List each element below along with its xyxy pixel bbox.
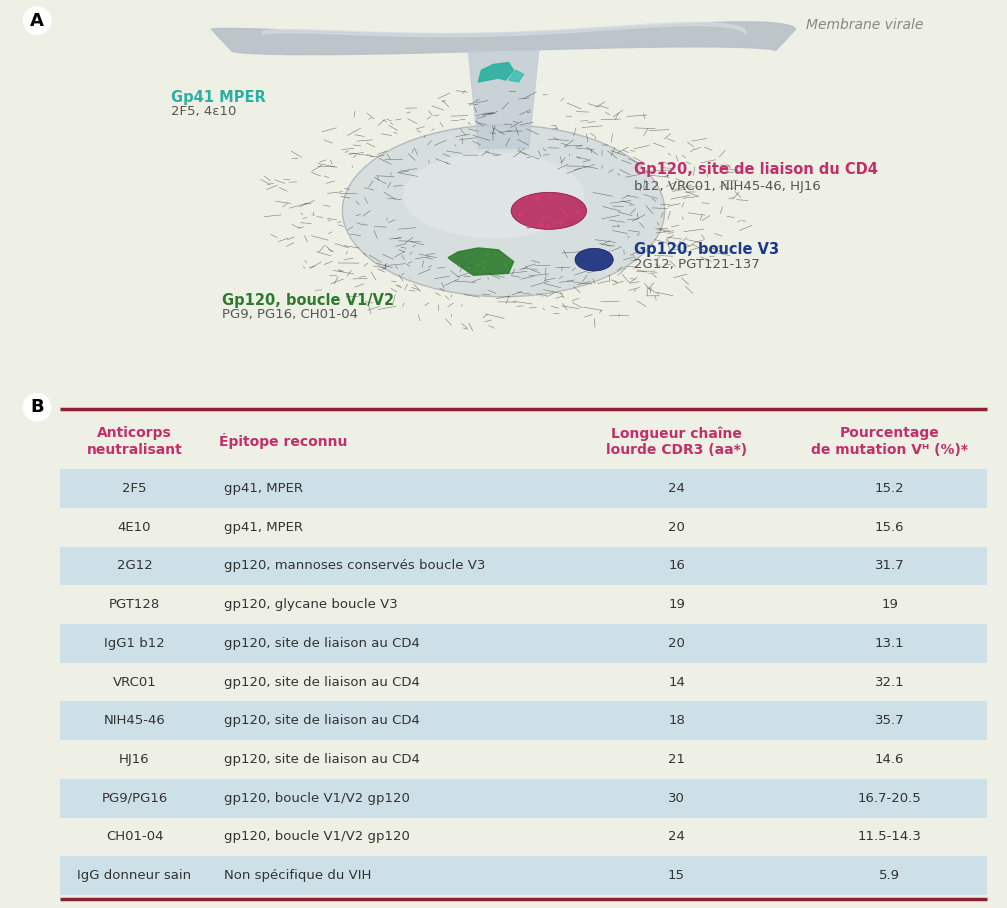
- Text: 24: 24: [668, 482, 685, 495]
- Bar: [60, 856, 987, 895]
- Bar: [60, 740, 987, 779]
- Text: 31.7: 31.7: [875, 559, 904, 572]
- Text: 15.6: 15.6: [875, 520, 904, 534]
- Bar: [60, 414, 987, 469]
- Ellipse shape: [342, 125, 665, 297]
- Text: Anticorps
neutralisant: Anticorps neutralisant: [87, 427, 182, 457]
- Text: 2G12: 2G12: [117, 559, 152, 572]
- Text: gp120, site de liaison au CD4: gp120, site de liaison au CD4: [224, 753, 420, 766]
- Ellipse shape: [575, 248, 613, 271]
- Text: gp120, glycane boucle V3: gp120, glycane boucle V3: [224, 598, 398, 611]
- Text: gp120, mannoses conservés boucle V3: gp120, mannoses conservés boucle V3: [224, 559, 485, 572]
- Text: NIH45-46: NIH45-46: [104, 715, 165, 727]
- Text: Gp120, boucle V1/V2: Gp120, boucle V1/V2: [222, 292, 394, 308]
- Text: 13.1: 13.1: [875, 637, 904, 650]
- Bar: [60, 702, 987, 740]
- Bar: [60, 779, 987, 817]
- Polygon shape: [478, 63, 514, 82]
- Ellipse shape: [512, 192, 587, 230]
- Bar: [60, 508, 987, 547]
- Text: PG9/PG16: PG9/PG16: [102, 792, 167, 804]
- Bar: [60, 663, 987, 702]
- Text: VRC01: VRC01: [113, 676, 156, 688]
- Text: 2F5, 4ε10: 2F5, 4ε10: [171, 105, 237, 118]
- Text: IgG donneur sain: IgG donneur sain: [78, 869, 191, 883]
- Ellipse shape: [403, 153, 584, 238]
- Text: 19: 19: [881, 598, 898, 611]
- Bar: [60, 586, 987, 624]
- Text: 18: 18: [668, 715, 685, 727]
- Text: Gp120, site de liaison du CD4: Gp120, site de liaison du CD4: [634, 162, 878, 177]
- Text: Épitope reconnu: Épitope reconnu: [219, 433, 347, 449]
- Text: b12, VRC01, NIH45-46, HJ16: b12, VRC01, NIH45-46, HJ16: [634, 180, 821, 192]
- Text: gp120, boucle V1/V2 gp120: gp120, boucle V1/V2 gp120: [224, 831, 410, 844]
- Text: 19: 19: [668, 598, 685, 611]
- Text: 16.7-20.5: 16.7-20.5: [858, 792, 921, 804]
- Text: 11.5-14.3: 11.5-14.3: [858, 831, 921, 844]
- Text: B: B: [30, 399, 44, 416]
- Text: 14: 14: [668, 676, 685, 688]
- Text: Gp41 MPER: Gp41 MPER: [171, 90, 266, 104]
- Text: Membrane virale: Membrane virale: [806, 18, 923, 33]
- Text: 15.2: 15.2: [875, 482, 904, 495]
- Text: PG9, PG16, CH01-04: PG9, PG16, CH01-04: [222, 309, 357, 321]
- Bar: [60, 547, 987, 586]
- Polygon shape: [211, 22, 796, 54]
- Text: IgG1 b12: IgG1 b12: [104, 637, 165, 650]
- Text: PGT128: PGT128: [109, 598, 160, 611]
- Text: gp120, site de liaison au CD4: gp120, site de liaison au CD4: [224, 637, 420, 650]
- Text: 21: 21: [668, 753, 685, 766]
- Text: gp120, site de liaison au CD4: gp120, site de liaison au CD4: [224, 715, 420, 727]
- Bar: [60, 469, 987, 508]
- Text: Longueur chaîne
lourde CDR3 (aa*): Longueur chaîne lourde CDR3 (aa*): [606, 426, 747, 457]
- Text: gp120, site de liaison au CD4: gp120, site de liaison au CD4: [224, 676, 420, 688]
- Text: 2F5: 2F5: [122, 482, 147, 495]
- Text: 20: 20: [668, 637, 685, 650]
- Text: HJ16: HJ16: [119, 753, 150, 766]
- Text: 20: 20: [668, 520, 685, 534]
- Text: 30: 30: [668, 792, 685, 804]
- Text: 5.9: 5.9: [879, 869, 900, 883]
- Text: Gp120, boucle V3: Gp120, boucle V3: [634, 242, 779, 257]
- Text: gp41, MPER: gp41, MPER: [224, 520, 303, 534]
- Text: Non spécifique du VIH: Non spécifique du VIH: [224, 869, 372, 883]
- Text: 16: 16: [668, 559, 685, 572]
- Text: gp41, MPER: gp41, MPER: [224, 482, 303, 495]
- Text: 35.7: 35.7: [875, 715, 904, 727]
- Bar: [60, 817, 987, 856]
- Text: 24: 24: [668, 831, 685, 844]
- Polygon shape: [468, 51, 539, 148]
- Text: 15: 15: [668, 869, 685, 883]
- Text: 4E10: 4E10: [118, 520, 151, 534]
- Text: 32.1: 32.1: [875, 676, 904, 688]
- Text: gp120, boucle V1/V2 gp120: gp120, boucle V1/V2 gp120: [224, 792, 410, 804]
- Text: Pourcentage
de mutation Vᴴ (%)*: Pourcentage de mutation Vᴴ (%)*: [811, 427, 968, 457]
- Text: 14.6: 14.6: [875, 753, 904, 766]
- Polygon shape: [448, 248, 514, 275]
- Text: CH01-04: CH01-04: [106, 831, 163, 844]
- Text: 2G12, PGT121-137: 2G12, PGT121-137: [634, 258, 760, 271]
- Bar: [60, 624, 987, 663]
- Text: A: A: [30, 12, 44, 30]
- Polygon shape: [509, 70, 524, 82]
